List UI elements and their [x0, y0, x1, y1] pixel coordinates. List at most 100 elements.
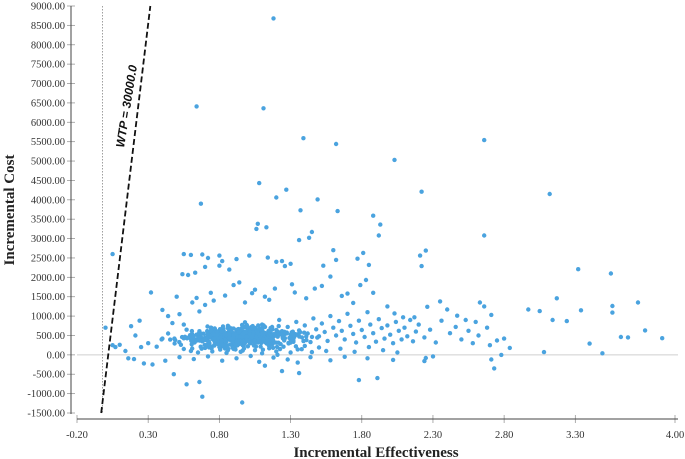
data-point: [198, 201, 204, 206]
data-point: [205, 328, 210, 334]
data-point: [222, 293, 228, 298]
data-point: [335, 208, 340, 214]
data-point: [302, 323, 307, 328]
data-point: [388, 332, 393, 337]
data-point: [280, 336, 286, 341]
y-tick-label: -1000.00: [27, 389, 65, 400]
data-point: [180, 272, 185, 277]
data-point: [392, 311, 397, 316]
data-point: [302, 330, 307, 335]
y-tick-label: 7000.00: [31, 79, 65, 90]
data-point: [194, 104, 199, 109]
data-point: [177, 312, 182, 317]
data-point: [185, 272, 191, 278]
data-point: [211, 336, 216, 342]
data-point: [336, 318, 342, 324]
data-point: [163, 358, 168, 363]
data-point: [205, 255, 211, 261]
data-point: [244, 334, 249, 339]
data-point: [184, 327, 189, 332]
data-point: [181, 346, 186, 352]
y-tick-label: 4500.00: [31, 176, 65, 187]
data-point: [190, 336, 196, 341]
x-tick-label: 1.80: [353, 430, 371, 441]
data-point: [212, 326, 217, 331]
data-point: [274, 340, 279, 345]
data-point: [146, 341, 151, 346]
data-point: [177, 339, 182, 345]
data-point: [526, 307, 531, 312]
data-point: [379, 325, 384, 331]
y-tick-label: 6000.00: [31, 118, 65, 129]
data-point: [331, 325, 336, 330]
data-point: [408, 317, 413, 323]
data-point: [242, 330, 248, 335]
data-point: [172, 336, 177, 341]
data-point: [306, 235, 312, 240]
data-point: [324, 348, 329, 354]
data-point: [249, 291, 255, 296]
data-point: [274, 327, 279, 333]
data-point: [193, 270, 198, 275]
data-point: [402, 325, 407, 330]
data-point: [237, 280, 242, 285]
data-point: [425, 304, 430, 309]
data-point: [427, 327, 433, 332]
data-point: [308, 339, 313, 345]
y-tick-label: 8500.00: [31, 21, 65, 32]
data-point: [267, 297, 272, 302]
data-point: [285, 324, 290, 330]
data-point: [137, 318, 142, 323]
data-point: [191, 356, 196, 362]
data-point: [189, 328, 195, 334]
data-point: [288, 350, 293, 355]
data-point: [262, 324, 268, 330]
data-point: [437, 299, 443, 304]
data-point: [271, 16, 276, 21]
data-point: [625, 335, 631, 340]
y-tick-label: -1500.00: [27, 409, 65, 420]
data-point: [262, 294, 268, 299]
data-point: [259, 351, 265, 356]
data-point: [371, 213, 376, 218]
data-point: [296, 237, 302, 243]
x-tick-label: 0.80: [210, 430, 228, 441]
data-point: [304, 334, 309, 339]
data-point: [195, 350, 201, 355]
data-point: [365, 310, 370, 315]
data-point: [309, 349, 315, 355]
data-point: [253, 344, 259, 349]
data-point: [466, 328, 471, 333]
data-point: [254, 226, 259, 232]
data-point: [201, 337, 207, 342]
data-point: [482, 137, 487, 143]
data-point: [247, 331, 252, 337]
data-point: [484, 325, 490, 330]
data-point: [220, 324, 226, 329]
data-point: [265, 255, 270, 260]
data-point: [312, 286, 317, 291]
data-point: [249, 326, 255, 331]
data-point: [353, 340, 359, 345]
data-point: [190, 346, 195, 351]
data-point: [230, 336, 235, 342]
data-point: [202, 264, 208, 270]
data-point: [322, 329, 327, 335]
data-point: [165, 331, 171, 336]
scatter-points: [103, 16, 665, 405]
data-point: [489, 312, 494, 318]
data-point: [366, 344, 372, 350]
data-point: [430, 354, 436, 359]
data-point: [259, 340, 264, 345]
y-tick-label: 6500.00: [31, 98, 65, 109]
data-point: [184, 382, 189, 387]
data-point: [128, 324, 134, 329]
data-point: [126, 356, 131, 361]
data-point: [600, 351, 605, 356]
data-point: [422, 358, 427, 364]
data-point: [226, 346, 231, 352]
data-point: [160, 307, 165, 313]
y-axis-ticks: 9000.00 8500.00 8000.00 7500.00 7000.00 6500.…: [27, 2, 75, 420]
data-point: [148, 290, 154, 295]
